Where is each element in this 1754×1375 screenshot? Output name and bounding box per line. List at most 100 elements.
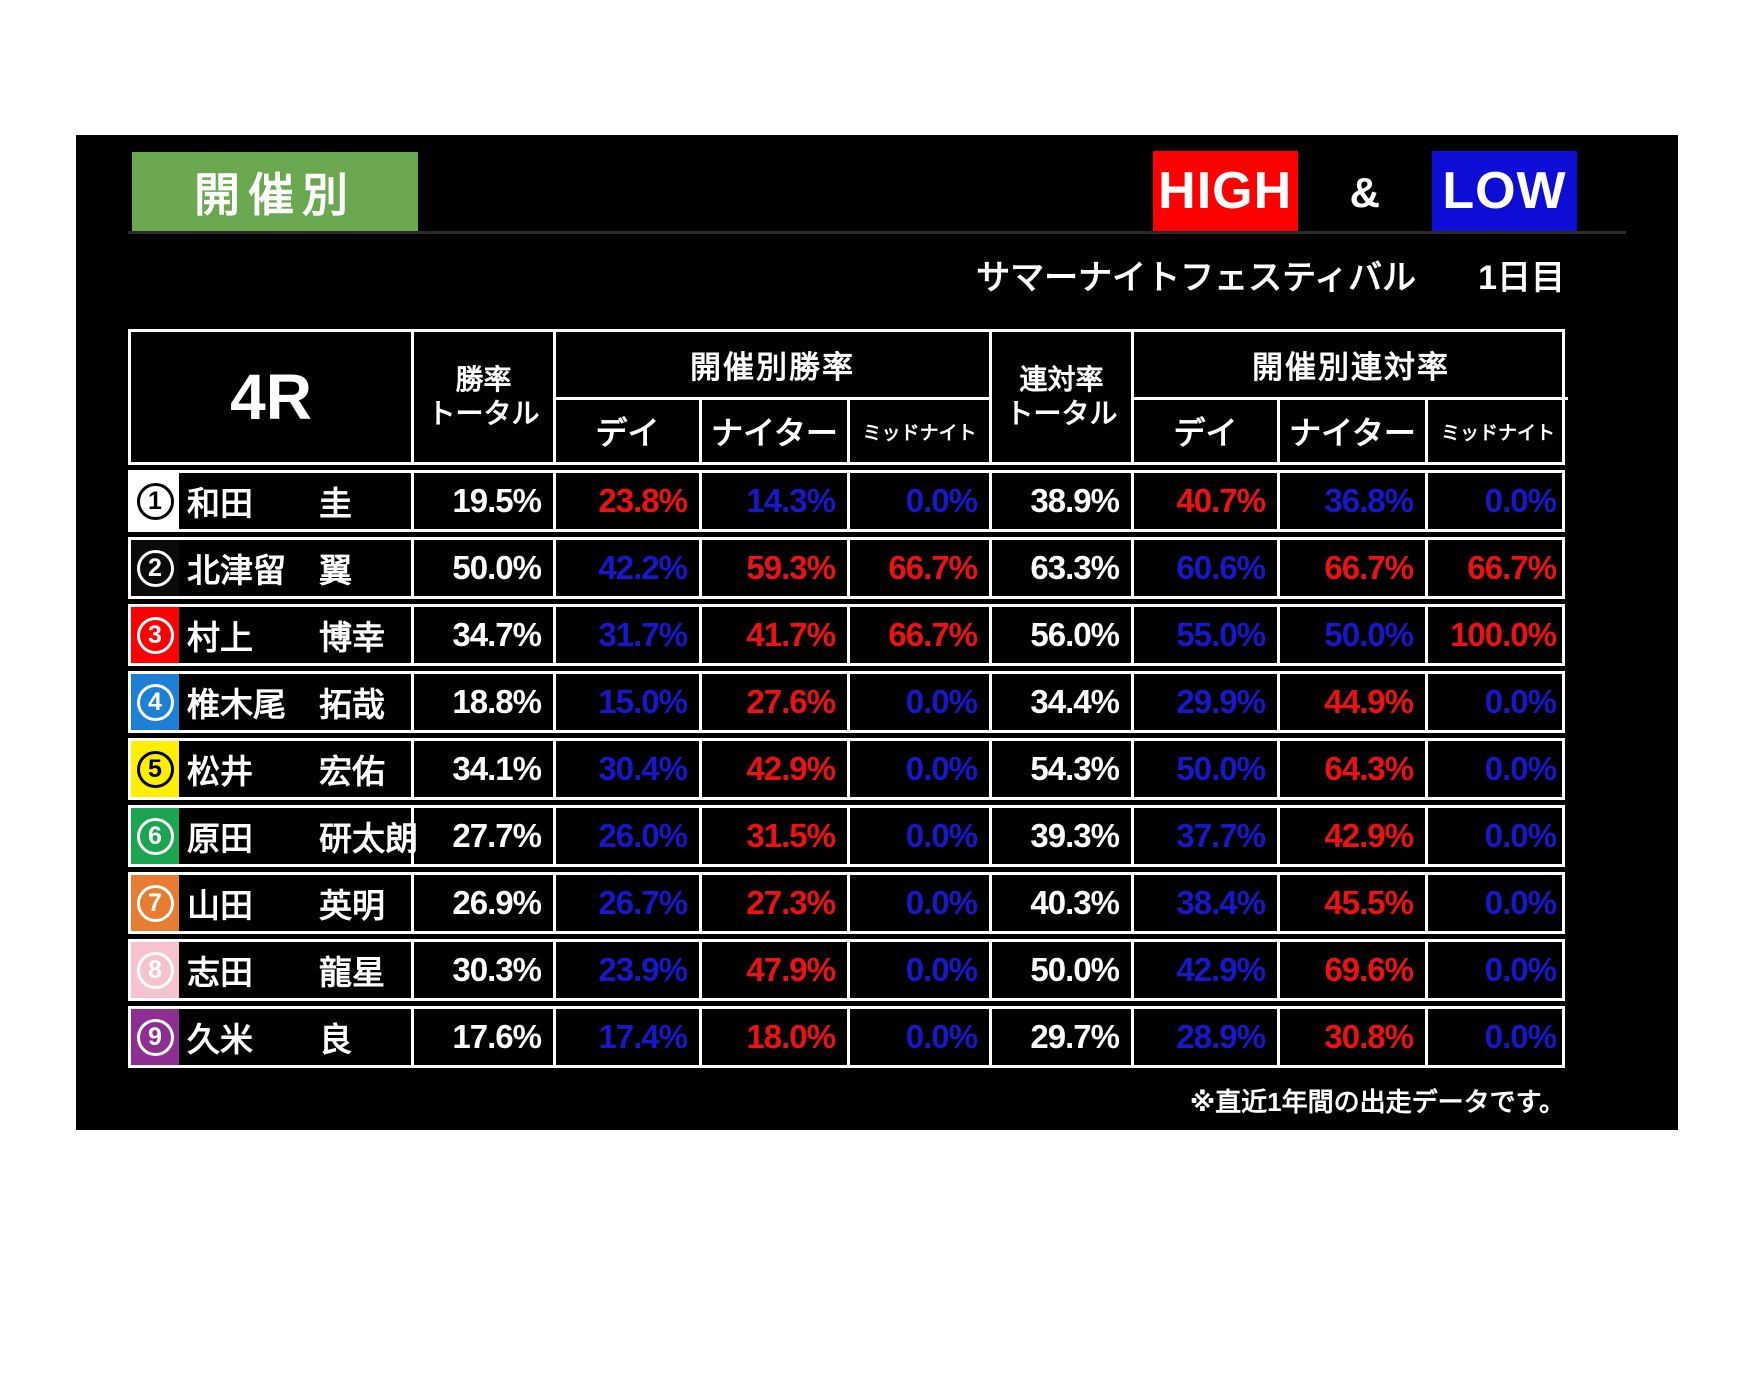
stat-value: 28.9% bbox=[1131, 1009, 1277, 1065]
stat-value: 63.3% bbox=[989, 540, 1131, 596]
racer-cell: 7 山田 英明 bbox=[131, 875, 411, 931]
stat-value: 34.4% bbox=[989, 674, 1131, 730]
table-row: 8 志田 龍星 30.3% 23.9% 47.9% 0.0% 50.0% 42.9% 69.6%… bbox=[128, 939, 1565, 1001]
stat-value: 55.0% bbox=[1131, 607, 1277, 663]
stat-value: 50.0% bbox=[1277, 607, 1425, 663]
racer-color-strip: 2 bbox=[131, 540, 179, 596]
event-name: サマーナイトフェスティバル bbox=[976, 259, 1417, 297]
stat-value: 40.7% bbox=[1131, 473, 1277, 529]
racer-color-strip: 8 bbox=[131, 942, 179, 998]
stat-value: 34.7% bbox=[411, 607, 553, 663]
racer-name: 和田 圭 bbox=[187, 485, 352, 522]
stat-value: 42.9% bbox=[1131, 942, 1277, 998]
venue-badge: 開催別 bbox=[132, 152, 418, 231]
stat-value: 38.4% bbox=[1131, 875, 1277, 931]
stat-value: 0.0% bbox=[1425, 473, 1568, 529]
stat-value: 27.6% bbox=[699, 674, 847, 730]
racer-cell: 5 松井 宏佑 bbox=[131, 741, 411, 797]
racer-number-badge: 7 bbox=[136, 884, 174, 922]
header-band: 開催別 HIGH & LOW bbox=[128, 135, 1626, 234]
stat-value: 34.1% bbox=[411, 741, 553, 797]
stat-value: 23.8% bbox=[553, 473, 699, 529]
stat-value: 41.7% bbox=[699, 607, 847, 663]
racer-number-badge: 8 bbox=[136, 951, 174, 989]
stat-value: 18.8% bbox=[411, 674, 553, 730]
stats-table: 4R 勝率 トータル 開催別勝率 連対率 トータル 開催別連対率 デイ ナイター… bbox=[128, 329, 1568, 1068]
racer-name: 原田 研太朗 bbox=[187, 820, 418, 857]
racer-name: 村上 博幸 bbox=[187, 619, 385, 656]
racer-color-strip: 5 bbox=[131, 741, 179, 797]
racer-number-badge: 1 bbox=[136, 482, 174, 520]
stat-value: 0.0% bbox=[847, 875, 989, 931]
stat-value: 0.0% bbox=[1425, 1009, 1568, 1065]
stat-value: 66.7% bbox=[1425, 540, 1568, 596]
racer-number-badge: 9 bbox=[136, 1018, 174, 1056]
racer-color-strip: 9 bbox=[131, 1009, 179, 1065]
stat-value: 69.6% bbox=[1277, 942, 1425, 998]
racer-cell: 1 和田 圭 bbox=[131, 473, 411, 529]
racer-name: 志田 龍星 bbox=[187, 954, 385, 991]
stat-value: 0.0% bbox=[847, 942, 989, 998]
stat-value: 29.9% bbox=[1131, 674, 1277, 730]
racer-number-badge: 2 bbox=[136, 549, 174, 587]
col-header-pair-total: 連対率 トータル bbox=[989, 332, 1131, 462]
table-body: 1 和田 圭 19.5% 23.8% 14.3% 0.0% 38.9% 40.7% 36.8% 0… bbox=[128, 470, 1565, 1068]
stat-value: 0.0% bbox=[847, 674, 989, 730]
racer-number-badge: 5 bbox=[136, 750, 174, 788]
stat-value: 15.0% bbox=[553, 674, 699, 730]
racer-color-strip: 7 bbox=[131, 875, 179, 931]
ampersand-label: & bbox=[1349, 169, 1380, 216]
stat-value: 44.9% bbox=[1277, 674, 1425, 730]
stat-value: 29.7% bbox=[989, 1009, 1131, 1065]
stat-value: 23.9% bbox=[553, 942, 699, 998]
stat-value: 26.9% bbox=[411, 875, 553, 931]
stat-value: 0.0% bbox=[1425, 808, 1568, 864]
stat-value: 56.0% bbox=[989, 607, 1131, 663]
racer-name: 北津留 翼 bbox=[187, 552, 352, 589]
stat-value: 66.7% bbox=[847, 607, 989, 663]
stat-value: 66.7% bbox=[1277, 540, 1425, 596]
stat-value: 27.7% bbox=[411, 808, 553, 864]
racer-name: 椎木尾 拓哉 bbox=[187, 686, 385, 723]
low-badge: LOW bbox=[1432, 151, 1577, 231]
stat-value: 36.8% bbox=[1277, 473, 1425, 529]
stat-value: 37.7% bbox=[1131, 808, 1277, 864]
racer-color-strip: 6 bbox=[131, 808, 179, 864]
stat-value: 30.3% bbox=[411, 942, 553, 998]
stat-value: 17.4% bbox=[553, 1009, 699, 1065]
stat-value: 0.0% bbox=[847, 1009, 989, 1065]
stat-value: 19.5% bbox=[411, 473, 553, 529]
stat-value: 64.3% bbox=[1277, 741, 1425, 797]
racer-name: 山田 英明 bbox=[187, 887, 385, 924]
stat-value: 27.3% bbox=[699, 875, 847, 931]
stat-value: 38.9% bbox=[989, 473, 1131, 529]
stat-value: 0.0% bbox=[1425, 674, 1568, 730]
stat-value: 0.0% bbox=[847, 741, 989, 797]
table-row: 2 北津留 翼 50.0% 42.2% 59.3% 66.7% 63.3% 60.6% 66.7… bbox=[128, 537, 1565, 599]
col-header-midnight: ミッドナイト bbox=[847, 397, 989, 462]
racer-number-badge: 3 bbox=[136, 616, 174, 654]
racer-cell: 2 北津留 翼 bbox=[131, 540, 411, 596]
stat-value: 0.0% bbox=[1425, 942, 1568, 998]
stat-value: 60.6% bbox=[1131, 540, 1277, 596]
stat-value: 50.0% bbox=[411, 540, 553, 596]
table-row: 5 松井 宏佑 34.1% 30.4% 42.9% 0.0% 54.3% 50.0% 64.3%… bbox=[128, 738, 1565, 800]
stat-value: 18.0% bbox=[699, 1009, 847, 1065]
stat-value: 50.0% bbox=[989, 942, 1131, 998]
stat-value: 42.2% bbox=[553, 540, 699, 596]
stat-value: 47.9% bbox=[699, 942, 847, 998]
stat-value: 31.5% bbox=[699, 808, 847, 864]
footnote: ※直近1年間の出走データです。 bbox=[1189, 1087, 1565, 1117]
main-panel: 開催別 HIGH & LOW サマーナイトフェスティバル 1日目 4R 勝率 トー… bbox=[76, 135, 1678, 1130]
stat-value: 66.7% bbox=[847, 540, 989, 596]
table-row: 9 久米 良 17.6% 17.4% 18.0% 0.0% 29.7% 28.9% 30.8% 0… bbox=[128, 1006, 1565, 1068]
event-day: 1日目 bbox=[1478, 259, 1565, 297]
event-subtitle: サマーナイトフェスティバル 1日目 bbox=[128, 250, 1565, 299]
table-row: 7 山田 英明 26.9% 26.7% 27.3% 0.0% 40.3% 38.4% 45.5%… bbox=[128, 872, 1565, 934]
stat-value: 26.0% bbox=[553, 808, 699, 864]
racer-cell: 6 原田 研太朗 bbox=[131, 808, 418, 864]
table-row: 3 村上 博幸 34.7% 31.7% 41.7% 66.7% 56.0% 55.0% 50.0… bbox=[128, 604, 1565, 666]
stat-value: 39.3% bbox=[989, 808, 1131, 864]
col-header-nighter-2: ナイター bbox=[1277, 397, 1425, 462]
stat-value: 100.0% bbox=[1425, 607, 1568, 663]
